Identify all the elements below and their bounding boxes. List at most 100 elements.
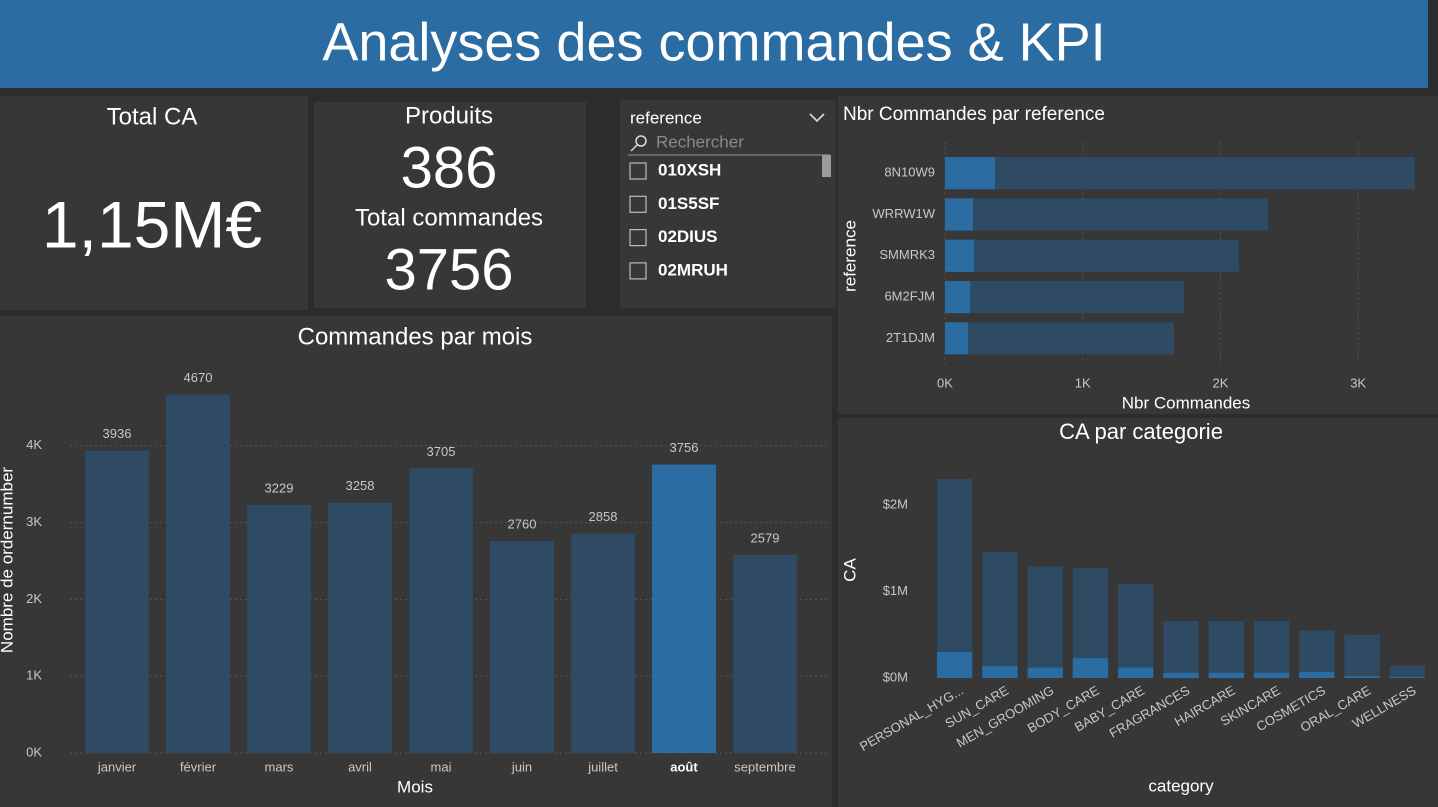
kpi-title: Total CA xyxy=(107,103,198,130)
slicer-chevron[interactable] xyxy=(809,113,825,123)
bar xyxy=(1163,672,1199,678)
x-tick-label: juillet xyxy=(587,759,618,774)
bar xyxy=(945,157,1416,190)
bar xyxy=(247,505,311,753)
slicer-title: reference xyxy=(630,108,702,127)
kpi-value: 386 xyxy=(401,135,498,200)
x-tick-label: janvier xyxy=(97,759,137,774)
bar xyxy=(1253,672,1290,678)
bar xyxy=(1118,667,1154,678)
kpi-title: Total commandes xyxy=(355,204,543,231)
bar xyxy=(1344,676,1380,678)
y-axis-title: Nombre de ordernumber xyxy=(0,467,16,653)
x-tick-label: août xyxy=(670,759,698,774)
chart-title: Nbr Commandes par reference xyxy=(843,104,1105,125)
data-label: 4670 xyxy=(184,370,213,385)
bar xyxy=(1027,667,1063,678)
bar xyxy=(936,652,973,678)
bar xyxy=(490,541,554,753)
bar xyxy=(945,198,973,231)
y-tick-label: 2K xyxy=(26,591,42,606)
x-tick-label: mars xyxy=(265,759,294,774)
kpi-value: 3756 xyxy=(384,237,513,302)
bar xyxy=(733,554,797,753)
x-tick-label: mai xyxy=(431,759,452,774)
y-tick-label: 6M2FJM xyxy=(884,288,935,303)
bar xyxy=(1389,665,1426,678)
x-axis-title: category xyxy=(1148,776,1214,795)
bar xyxy=(1118,583,1154,678)
bar xyxy=(166,394,230,753)
data-label: 3258 xyxy=(346,478,375,493)
bar xyxy=(945,280,971,314)
checkbox[interactable] xyxy=(629,229,647,247)
y-tick-label: $0M xyxy=(883,669,908,684)
bar xyxy=(1072,658,1109,678)
data-label: 3229 xyxy=(265,480,294,495)
kpi-value: 1,15M€ xyxy=(42,187,262,261)
y-tick-label: 2T1DJM xyxy=(886,330,935,345)
y-tick-label: 4K xyxy=(26,437,42,452)
bar xyxy=(1389,677,1426,678)
bar xyxy=(1253,620,1290,678)
kpi-card xyxy=(314,102,586,308)
bar xyxy=(982,551,1018,678)
bar xyxy=(945,239,975,272)
x-tick-label: avril xyxy=(348,759,372,774)
checkbox[interactable] xyxy=(629,262,647,280)
data-label: 2760 xyxy=(508,516,537,531)
x-tick-label: 0K xyxy=(937,375,953,390)
header-bar xyxy=(0,0,1428,88)
x-tick-label: 2K xyxy=(1212,375,1228,390)
bar xyxy=(945,322,1175,355)
bar xyxy=(409,468,473,753)
page-title: Analyses des commandes & KPI xyxy=(322,12,1105,72)
bar xyxy=(982,665,1018,678)
checkbox[interactable] xyxy=(629,162,647,180)
bar xyxy=(328,502,392,753)
chart-title: CA par categorie xyxy=(1059,419,1223,444)
bar xyxy=(1299,671,1335,678)
bar xyxy=(571,533,635,753)
slicer-item[interactable]: 010XSH xyxy=(658,160,721,179)
x-tick-label: 1K xyxy=(1075,375,1091,390)
bar xyxy=(85,450,149,753)
slicer-panel xyxy=(620,100,836,308)
kpi-card xyxy=(0,96,308,310)
slicer-item[interactable]: 02DIUS xyxy=(658,227,718,246)
kpi-title: Produits xyxy=(405,102,493,129)
bar xyxy=(1344,634,1380,678)
slicer-item[interactable]: 02MRUH xyxy=(658,260,728,279)
x-tick-label: juin xyxy=(511,759,532,774)
data-label: 2579 xyxy=(751,530,780,545)
bar xyxy=(1163,620,1199,678)
y-tick-label: 8N10W9 xyxy=(884,165,935,180)
bar xyxy=(652,464,716,753)
y-tick-label: $1M xyxy=(883,583,908,598)
y-tick-label: WRRW1W xyxy=(872,206,935,221)
bar xyxy=(1208,620,1244,678)
scrollbar[interactable] xyxy=(822,155,831,177)
bar xyxy=(1208,672,1244,678)
search-box[interactable]: Rechercher xyxy=(656,132,744,151)
slicer-item[interactable]: 01S5SF xyxy=(658,194,719,213)
y-axis-title: reference xyxy=(840,220,859,292)
search-icon xyxy=(635,135,647,147)
y-tick-label: 1K xyxy=(26,668,42,683)
x-axis-title: Nbr Commandes xyxy=(1122,393,1251,412)
search-icon xyxy=(630,144,638,152)
data-label: 2858 xyxy=(589,509,618,524)
bar xyxy=(936,479,973,678)
chart-title: Commandes par mois xyxy=(298,323,533,350)
x-tick-label: 3K xyxy=(1350,375,1366,390)
y-tick-label: 3K xyxy=(26,514,42,529)
bar xyxy=(945,322,968,355)
data-label: 3756 xyxy=(670,440,699,455)
bar xyxy=(945,198,1269,231)
y-axis-title: CA xyxy=(840,558,859,582)
x-tick-label: septembre xyxy=(734,759,795,774)
checkbox[interactable] xyxy=(629,195,647,213)
x-tick-label: février xyxy=(180,759,217,774)
